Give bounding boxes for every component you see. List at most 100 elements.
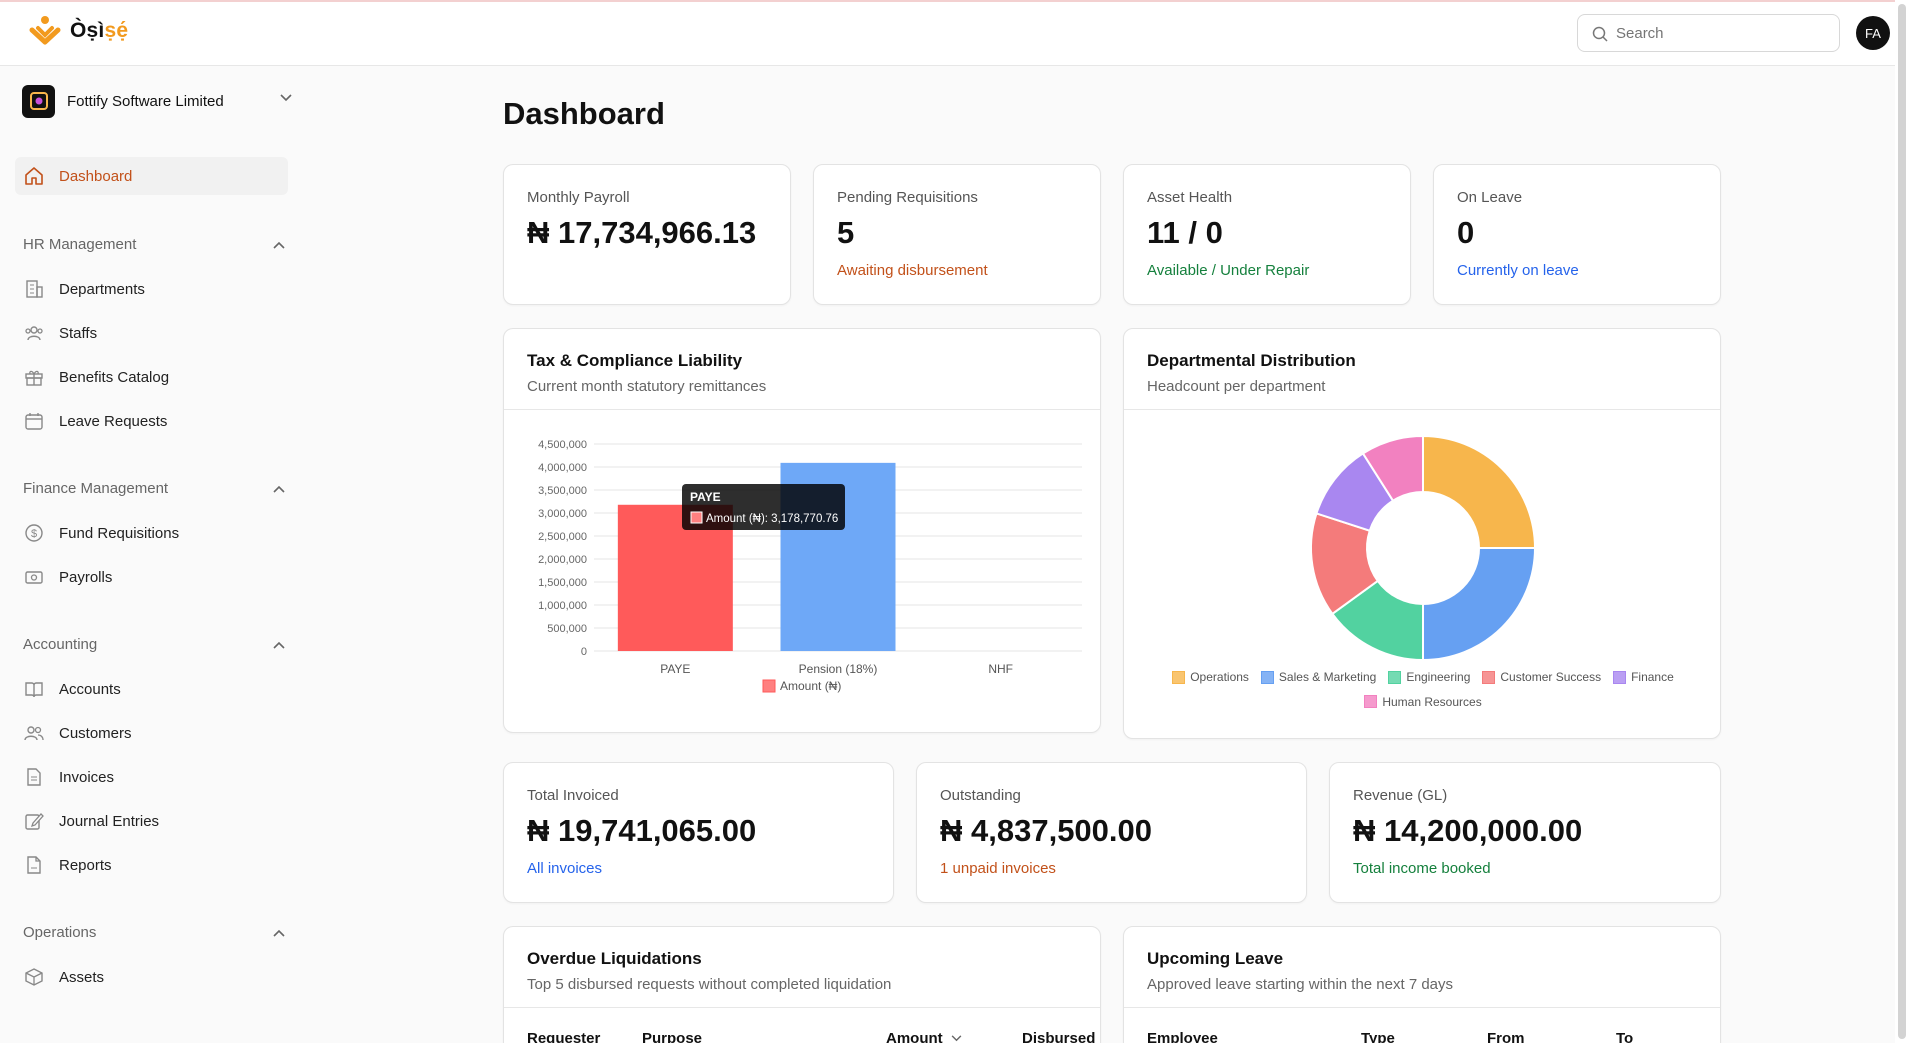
column-header-purpose[interactable]: Purpose (642, 1030, 703, 1043)
tooltip-text: Amount (₦): 3,178,770.76 (706, 513, 838, 525)
stat-subtext: Currently on leave (1457, 262, 1579, 279)
section-finance-management[interactable]: Finance Management (23, 480, 285, 497)
sidebar-item-invoices[interactable]: Invoices (15, 758, 288, 796)
user-avatar[interactable]: FA (1856, 16, 1890, 50)
card-subtitle: Headcount per department (1147, 378, 1326, 395)
sidebar-item-journal-entries[interactable]: Journal Entries (15, 802, 288, 840)
sidebar-item-departments[interactable]: Departments (15, 270, 288, 308)
card-divider (1124, 1007, 1720, 1008)
company-name: Fottify Software Limited (67, 92, 224, 110)
column-header-to[interactable]: To (1616, 1030, 1634, 1043)
column-header-employee[interactable]: Employee (1147, 1030, 1218, 1043)
column-header-from[interactable]: From (1487, 1030, 1525, 1043)
sidebar-item-label: Fund Requisitions (59, 524, 180, 542)
y-tick-label: 3,000,000 (538, 508, 587, 520)
sidebar-item-benefits-catalog[interactable]: Benefits Catalog (15, 358, 288, 396)
search-input[interactable] (1616, 24, 1816, 42)
top-bar: Òṣìṣẹ́ FA (0, 0, 1909, 66)
sidebar-item-label: Benefits Catalog (59, 368, 170, 386)
legend-item[interactable]: Human Resources (1364, 691, 1482, 713)
department-donut-chart[interactable] (1124, 411, 1722, 661)
stat-value: 5 (837, 215, 855, 250)
sidebar-item-reports[interactable]: Reports (15, 846, 288, 884)
sidebar-item-fund-requisitions[interactable]: $ Fund Requisitions (15, 514, 288, 552)
search-box[interactable] (1577, 14, 1840, 52)
stat-value: 11 / 0 (1147, 215, 1223, 250)
sidebar-item-label: Dashboard (59, 167, 133, 185)
departmental-distribution-card: Departmental Distribution Headcount per … (1123, 328, 1721, 739)
sidebar-item-label: Invoices (59, 768, 115, 786)
tax-compliance-card: Tax & Compliance Liability Current month… (503, 328, 1101, 733)
sidebar-item-assets[interactable]: Assets (15, 958, 288, 996)
box-icon (25, 968, 43, 986)
x-tick-label: Pension (18%) (799, 662, 878, 676)
stat-value: ₦ 4,837,500.00 (940, 813, 1153, 848)
legend-label: Human Resources (1382, 694, 1482, 709)
donut-slice-1 (1422, 547, 1537, 661)
y-tick-label: 1,500,000 (538, 577, 587, 589)
book-open-icon (25, 682, 43, 698)
stat-card-monthly-payroll: Monthly Payroll ₦ 17,734,966.13 (503, 164, 791, 305)
user-group-icon (24, 726, 44, 741)
legend-item[interactable]: Customer Success (1482, 666, 1601, 688)
home-icon (25, 167, 43, 185)
tooltip-box (682, 484, 845, 530)
section-operations[interactable]: Operations (23, 924, 285, 941)
column-header-amount[interactable]: Amount (886, 1030, 962, 1043)
legend-label: Sales & Marketing (1278, 670, 1377, 684)
column-header-disbursed[interactable]: Disbursed (1022, 1030, 1096, 1043)
document-icon (27, 856, 41, 874)
sidebar-item-label: Payrolls (59, 568, 113, 586)
card-title: Departmental Distribution (1147, 351, 1356, 370)
section-accounting[interactable]: Accounting (23, 636, 285, 653)
app-logo[interactable]: Òṣìṣẹ́ (28, 14, 128, 48)
chevron-up-icon (273, 485, 285, 493)
company-switcher[interactable]: Fottify Software Limited (22, 84, 294, 118)
legend-label: Customer Success (1500, 670, 1602, 684)
stat-value: ₦ 19,741,065.00 (527, 813, 757, 848)
stat-card-asset-health: Asset Health 11 / 0 Available / Under Re… (1123, 164, 1411, 305)
stat-label: Outstanding (940, 787, 1021, 804)
column-header-requester[interactable]: Requester (527, 1030, 601, 1043)
column-header-type[interactable]: Type (1361, 1030, 1395, 1043)
section-title: Operations (23, 924, 97, 941)
banknote-icon (25, 571, 43, 584)
page-scrollbar[interactable] (1895, 0, 1909, 1043)
bar-legend: Amount (₦) (762, 679, 841, 693)
sidebar-item-label: Leave Requests (59, 412, 168, 430)
card-subtitle: Current month statutory remittances (527, 378, 767, 395)
sidebar-item-leave-requests[interactable]: Leave Requests (15, 402, 288, 440)
chart-tooltip: PAYE Amount (₦): 3,178,770.76 (682, 484, 845, 530)
tax-bar-chart[interactable]: 4,500,000 4,000,000 3,500,000 3,000,000 2,50… (504, 411, 1102, 731)
section-hr-management[interactable]: HR Management (23, 236, 285, 253)
search-icon (1592, 26, 1608, 42)
section-title: Finance Management (23, 480, 169, 497)
all-invoices-link[interactable]: All invoices (527, 860, 603, 877)
card-divider (504, 1007, 1100, 1008)
legend-item[interactable]: Engineering (1388, 666, 1470, 688)
dollar-circle-icon: $ (25, 524, 43, 542)
sidebar-item-payrolls[interactable]: Payrolls (15, 558, 288, 596)
sidebar-item-customers[interactable]: Customers (15, 714, 288, 752)
sidebar-item-dashboard[interactable]: Dashboard (15, 157, 288, 195)
legend-item[interactable]: Sales & Marketing (1260, 666, 1377, 688)
donut-slice-5 (1361, 434, 1424, 503)
company-logo-icon (29, 92, 48, 110)
svg-text:$: $ (31, 528, 37, 540)
x-tick-label: PAYE (660, 662, 690, 676)
y-tick-label: 2,000,000 (538, 554, 587, 566)
sidebar-item-accounts[interactable]: Accounts (15, 670, 288, 708)
stat-subtext: 1 unpaid invoices (940, 860, 1056, 877)
sidebar-item-staffs[interactable]: Staffs (15, 314, 288, 352)
stat-label: Pending Requisitions (837, 189, 978, 206)
legend-item[interactable]: Finance (1613, 666, 1674, 688)
pencil-square-icon (25, 813, 44, 830)
legend-item[interactable]: Operations (1172, 666, 1249, 688)
y-tick-label: 3,500,000 (538, 485, 587, 497)
legend-swatch (1172, 670, 1186, 684)
stat-subtext: Total income booked (1353, 860, 1491, 877)
legend-label: Engineering (1406, 670, 1471, 684)
card-title: Tax & Compliance Liability (527, 351, 743, 370)
column-header-label: Amount (886, 1030, 943, 1043)
stat-label: On Leave (1457, 189, 1523, 206)
